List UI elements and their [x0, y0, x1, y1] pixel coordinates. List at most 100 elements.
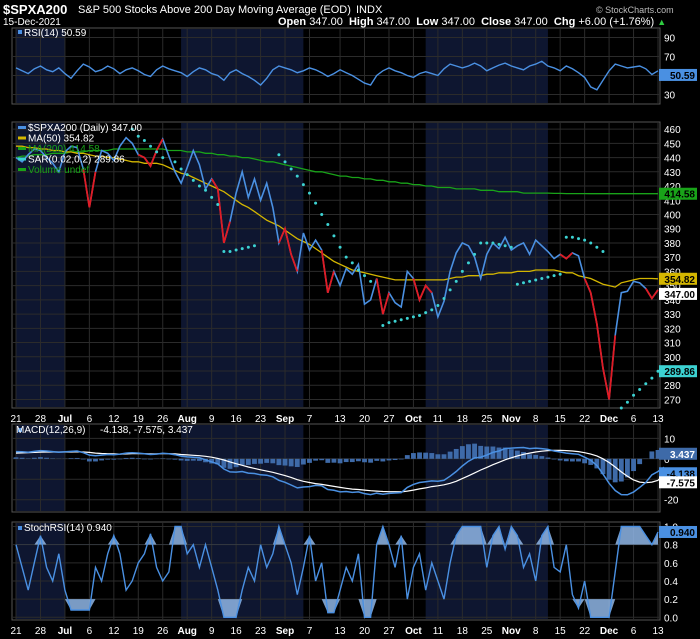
macd-month-shade-1	[181, 425, 304, 511]
stoch-y-tick: 0.2	[664, 595, 678, 606]
macd-histogram-bar	[282, 458, 288, 466]
price-x-label: 27	[383, 414, 395, 425]
chart-date: 15-Dec-2021	[3, 17, 61, 28]
ohlc-bar: Open 347.00 High 347.00 Low 347.00 Close…	[278, 16, 666, 28]
stoch-x-label: 18	[457, 626, 469, 637]
macd-y-tick: -20	[664, 496, 679, 507]
sar-dot	[210, 195, 214, 199]
sar-dot	[185, 173, 189, 177]
sar-dot	[289, 167, 293, 171]
sar-dot	[577, 237, 581, 241]
price-y-tick: 400	[664, 210, 681, 221]
price-legend-item: MA(200) 414.58	[28, 144, 100, 155]
chg-label: Chg	[553, 16, 576, 28]
price-x-label: 9	[209, 414, 215, 425]
stoch-x-label: 15	[555, 626, 567, 637]
price-x-label: 7	[307, 414, 313, 425]
stoch-x-label: 25	[481, 626, 493, 637]
stoch-x-label: 20	[359, 626, 371, 637]
macd-histogram-bar	[111, 458, 117, 460]
macd-histogram-bar	[429, 453, 435, 459]
price-legend-swatch-1	[18, 136, 26, 140]
stoch-x-label: 27	[383, 626, 395, 637]
stoch-y-tick: 0.0	[664, 613, 678, 624]
rsi-last-value-bg	[659, 68, 697, 81]
price-x-label: Jul	[58, 414, 73, 425]
stoch-x-label: Sep	[276, 626, 294, 637]
rsi-line	[15, 60, 659, 91]
price-y-tick: 340	[664, 296, 681, 307]
sar-dot	[460, 269, 464, 273]
sar-dot	[656, 369, 660, 373]
sar-dot	[234, 248, 238, 252]
ma200-last-value: 414.58	[664, 190, 695, 201]
stoch-x-label: 12	[108, 626, 120, 637]
sar-dot	[528, 279, 532, 283]
chart-title: S&P 500 Stocks Above 200 Day Moving Aver…	[78, 4, 351, 16]
price-x-label: 18	[457, 414, 469, 425]
macd-histogram-bar	[349, 458, 355, 463]
sar-dot	[509, 245, 513, 249]
macd-histogram-bar	[178, 458, 184, 461]
price-legend-item: $SPXA200 (Daily) 347.00	[28, 123, 142, 134]
macd-histogram-bar	[276, 458, 282, 466]
macd-histogram-bar	[258, 458, 263, 464]
sar-dot	[473, 252, 477, 256]
stoch-x-label: 28	[35, 626, 47, 637]
sar-dot	[479, 241, 483, 245]
macd-histogram-bar	[300, 458, 306, 465]
macd-histogram-bar	[655, 449, 661, 459]
sar-dot	[173, 160, 177, 164]
sar-dot	[204, 188, 208, 192]
chg-value: +6.00 (+1.76%)	[578, 16, 655, 28]
sar-dot	[197, 184, 201, 188]
price-down-segment-6	[412, 278, 433, 303]
sar-dot	[485, 241, 489, 245]
price-y-tick: 420	[664, 182, 681, 193]
macd-histogram-bar	[392, 458, 398, 461]
stoch-y-tick: 0.4	[664, 577, 678, 588]
sar-dot	[424, 311, 428, 315]
stoch-y-tick: 0.8	[664, 541, 678, 552]
sar-last-value-bg	[659, 365, 697, 378]
sar-dot	[564, 235, 568, 239]
macd-histogram-bar	[386, 458, 392, 461]
sar-dot	[369, 279, 373, 283]
sar-dot	[283, 160, 287, 164]
low-value: 347.00	[441, 16, 475, 28]
ma200-line	[15, 148, 658, 195]
high-label: High	[348, 16, 374, 28]
macd-histogram-bar	[441, 454, 447, 459]
price-legend-swatch-0	[18, 126, 26, 129]
price-y-tick: 320	[664, 324, 681, 335]
price-y-tick: 440	[664, 154, 681, 165]
macd-histogram-bar	[31, 457, 37, 459]
sar-dot	[142, 138, 146, 142]
stoch-x-label: 23	[255, 626, 267, 637]
sar-dot	[222, 249, 226, 253]
sar-dot	[338, 245, 342, 249]
sar-dot	[601, 249, 605, 253]
price-x-label: 19	[133, 414, 145, 425]
price-legend-item: MA(50) 354.82	[28, 134, 95, 145]
sar-dot	[246, 245, 250, 249]
sar-dot	[442, 296, 446, 300]
stoch-x-label: 11	[433, 626, 444, 637]
price-line	[15, 136, 659, 400]
sar-dot	[363, 274, 367, 278]
macd-hist-last-value: 3.437	[670, 450, 695, 461]
sar-dot	[155, 150, 159, 154]
stoch-x-label: 8	[533, 626, 539, 637]
price-down-segment-3	[278, 225, 299, 272]
macd-histogram-bar	[135, 458, 141, 459]
macd-signal-last-value: -7.575	[667, 478, 696, 489]
macd-panel	[11, 423, 661, 513]
macd-histogram-bar	[294, 458, 300, 467]
price-y-tick: 390	[664, 225, 681, 236]
macd-histogram-bar	[545, 457, 551, 459]
low-label: Low	[416, 16, 439, 28]
price-down-segment-8	[583, 278, 617, 400]
sar-dot	[381, 323, 385, 327]
macd-histogram-bar	[197, 458, 202, 461]
sar-dot	[228, 249, 232, 253]
